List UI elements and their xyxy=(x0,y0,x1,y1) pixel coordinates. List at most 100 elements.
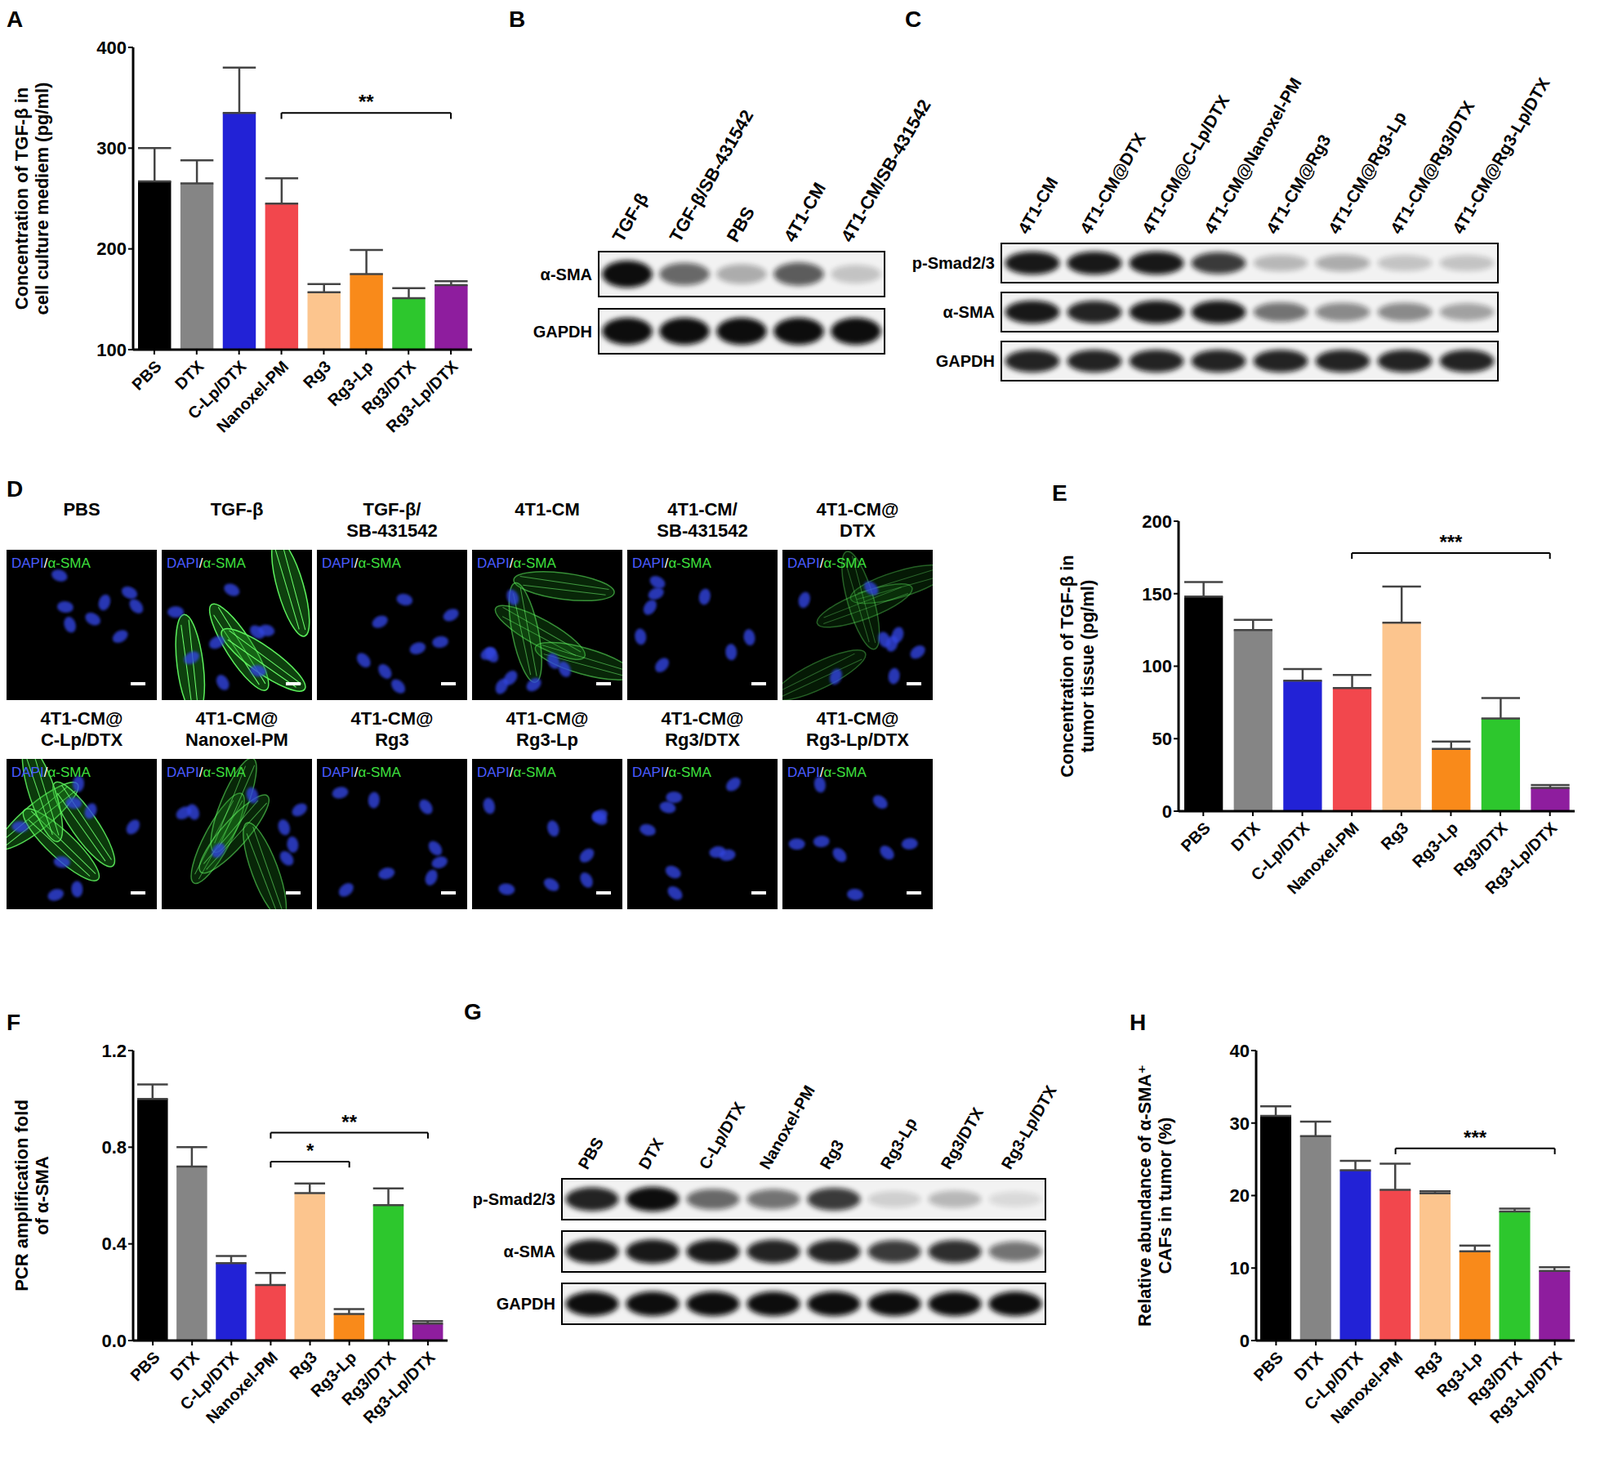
svg-text:PBS: PBS xyxy=(574,1133,607,1173)
svg-text:4T1-CM@DTX: 4T1-CM@DTX xyxy=(1076,129,1150,237)
svg-text:DTX: DTX xyxy=(1290,1347,1327,1384)
svg-text:4T1-CM@Rg3-Lp/DTX: 4T1-CM@Rg3-Lp/DTX xyxy=(1448,74,1554,237)
svg-text:200: 200 xyxy=(96,238,127,259)
svg-text:4T1-CM@Rg3/DTX: 4T1-CM@Rg3/DTX xyxy=(1386,97,1478,237)
svg-text:300: 300 xyxy=(96,138,127,159)
svg-text:TGF-β/SB-431542: TGF-β/SB-431542 xyxy=(665,106,758,246)
svg-text:DAPI/α-SMA: DAPI/α-SMA xyxy=(476,555,557,571)
svg-text:α-SMA: α-SMA xyxy=(943,303,995,321)
svg-text:Rg3/DTX: Rg3/DTX xyxy=(936,1103,987,1173)
svg-text:Rg3: Rg3 xyxy=(285,1347,321,1382)
svg-text:TGF-β: TGF-β xyxy=(608,189,653,246)
svg-text:DAPI/α-SMA: DAPI/α-SMA xyxy=(476,764,557,780)
svg-text:0.8: 0.8 xyxy=(101,1136,127,1158)
svg-text:0.4: 0.4 xyxy=(101,1233,127,1254)
svg-text:1.2: 1.2 xyxy=(101,1040,127,1061)
svg-text:4T1-CM@C-Lp/DTX: 4T1-CM@C-Lp/DTX xyxy=(1138,91,1233,237)
svg-text:C-Lp/DTX: C-Lp/DTX xyxy=(1300,1347,1367,1414)
svg-text:4T1-CM: 4T1-CM xyxy=(1014,173,1062,237)
svg-text:Concentration of TGF-β intumor: Concentration of TGF-β intumor tissue (p… xyxy=(1056,554,1098,778)
svg-text:Nanoxel-PM: Nanoxel-PM xyxy=(755,1082,818,1173)
svg-text:Concentration of TGF-β incell: Concentration of TGF-β incell culture me… xyxy=(11,82,53,316)
svg-text:GAPDH: GAPDH xyxy=(496,1294,556,1313)
svg-text:0: 0 xyxy=(1239,1330,1250,1351)
svg-text:DTX: DTX xyxy=(166,1347,203,1384)
svg-text:DAPI/α-SMA: DAPI/α-SMA xyxy=(166,764,246,780)
svg-text:Rg3: Rg3 xyxy=(1411,1347,1446,1382)
svg-text:Rg3-Lp/DTX: Rg3-Lp/DTX xyxy=(1486,1347,1566,1427)
svg-text:DAPI/α-SMA: DAPI/α-SMA xyxy=(787,555,867,571)
svg-text:200: 200 xyxy=(1141,511,1173,532)
svg-text:DAPI/α-SMA: DAPI/α-SMA xyxy=(632,555,712,571)
svg-text:p-Smad2/3: p-Smad2/3 xyxy=(912,254,995,272)
svg-text:Rg3-Lp/DTX: Rg3-Lp/DTX xyxy=(382,356,462,437)
svg-text:0: 0 xyxy=(1162,801,1173,822)
svg-text:Rg3/DTX: Rg3/DTX xyxy=(338,1347,399,1409)
svg-text:4T1-CM@Rg3-Lp: 4T1-CM@Rg3-Lp xyxy=(1324,108,1410,237)
svg-text:GAPDH: GAPDH xyxy=(533,322,593,341)
svg-text:4T1-CM@Nanoxel-PM: 4T1-CM@Nanoxel-PM xyxy=(1200,74,1305,237)
svg-text:C-Lp/DTX: C-Lp/DTX xyxy=(1247,818,1313,884)
svg-text:100: 100 xyxy=(1141,655,1173,677)
svg-text:4T1-CM@Rg3: 4T1-CM@Rg3 xyxy=(1262,131,1335,237)
svg-text:α-SMA: α-SMA xyxy=(540,265,593,284)
svg-text:Rg3/DTX: Rg3/DTX xyxy=(358,357,419,418)
svg-text:C-Lp/DTX: C-Lp/DTX xyxy=(184,357,250,423)
svg-text:GAPDH: GAPDH xyxy=(935,352,995,370)
svg-text:Nanoxel-PM: Nanoxel-PM xyxy=(1327,1347,1406,1427)
svg-text:DAPI/α-SMA: DAPI/α-SMA xyxy=(632,764,712,780)
svg-text:10: 10 xyxy=(1230,1257,1250,1279)
svg-text:Rg3-Lp/DTX: Rg3-Lp/DTX xyxy=(997,1081,1061,1173)
svg-text:p-Smad2/3: p-Smad2/3 xyxy=(472,1189,556,1208)
svg-text:40: 40 xyxy=(1230,1040,1250,1061)
svg-text:50: 50 xyxy=(1152,728,1173,749)
svg-text:4T1-CM/SB-431542: 4T1-CM/SB-431542 xyxy=(837,96,936,246)
svg-text:20: 20 xyxy=(1230,1185,1250,1206)
svg-text:Rg3: Rg3 xyxy=(815,1136,847,1173)
svg-text:α-SMA: α-SMA xyxy=(503,1242,556,1261)
svg-text:***: *** xyxy=(1439,530,1463,553)
svg-text:Rg3-Lp: Rg3-Lp xyxy=(876,1114,920,1173)
svg-text:400: 400 xyxy=(96,37,127,58)
svg-text:PBS: PBS xyxy=(126,1347,164,1385)
svg-text:DTX: DTX xyxy=(171,356,208,393)
svg-text:DAPI/α-SMA: DAPI/α-SMA xyxy=(11,764,91,780)
svg-text:C-Lp/DTX: C-Lp/DTX xyxy=(176,1347,242,1414)
svg-text:C-Lp/DTX: C-Lp/DTX xyxy=(695,1098,749,1173)
svg-text:PBS: PBS xyxy=(128,356,165,394)
svg-text:DTX: DTX xyxy=(1227,818,1264,855)
svg-text:PBS: PBS xyxy=(1176,818,1214,856)
svg-text:Rg3/DTX: Rg3/DTX xyxy=(1464,1347,1526,1409)
svg-text:DTX: DTX xyxy=(634,1134,667,1173)
svg-text:Rg3-Lp/DTX: Rg3-Lp/DTX xyxy=(1481,818,1561,898)
svg-text:Rg3/DTX: Rg3/DTX xyxy=(1449,818,1511,880)
svg-text:4T1-CM: 4T1-CM xyxy=(779,178,830,246)
svg-text:100: 100 xyxy=(96,339,127,361)
svg-text:DAPI/α-SMA: DAPI/α-SMA xyxy=(787,764,867,780)
svg-text:150: 150 xyxy=(1141,583,1173,605)
svg-text:Nanoxel-PM: Nanoxel-PM xyxy=(213,356,292,436)
svg-text:*: * xyxy=(306,1139,315,1162)
svg-text:DAPI/α-SMA: DAPI/α-SMA xyxy=(166,555,246,571)
svg-text:Rg3-Lp: Rg3-Lp xyxy=(1408,818,1462,871)
svg-text:PBS: PBS xyxy=(1249,1347,1287,1385)
svg-text:DAPI/α-SMA: DAPI/α-SMA xyxy=(321,764,402,780)
svg-text:DAPI/α-SMA: DAPI/α-SMA xyxy=(321,555,402,571)
svg-text:Rg3: Rg3 xyxy=(299,356,335,392)
svg-text:Rg3-Lp: Rg3-Lp xyxy=(1433,1347,1486,1401)
svg-text:***: *** xyxy=(1463,1126,1488,1149)
svg-text:DAPI/α-SMA: DAPI/α-SMA xyxy=(11,555,91,571)
svg-text:PBS: PBS xyxy=(722,203,759,246)
svg-text:Rg3-Lp: Rg3-Lp xyxy=(307,1347,360,1401)
svg-text:0.0: 0.0 xyxy=(101,1330,127,1351)
svg-text:Nanoxel-PM: Nanoxel-PM xyxy=(1283,818,1362,897)
svg-text:30: 30 xyxy=(1230,1113,1250,1134)
svg-text:Relative abundance of α-SMA⁺CA: Relative abundance of α-SMA⁺CAFs in tumo… xyxy=(1134,1064,1176,1327)
svg-text:Rg3-Lp: Rg3-Lp xyxy=(324,357,377,410)
svg-text:PCR amplification foldof α-SMA: PCR amplification foldof α-SMA xyxy=(11,1099,53,1292)
svg-text:**: ** xyxy=(341,1110,357,1133)
svg-text:Rg3-Lp/DTX: Rg3-Lp/DTX xyxy=(359,1347,439,1427)
svg-text:Nanoxel-PM: Nanoxel-PM xyxy=(202,1347,281,1427)
svg-text:Rg3: Rg3 xyxy=(1377,818,1412,853)
svg-text:**: ** xyxy=(358,90,375,113)
